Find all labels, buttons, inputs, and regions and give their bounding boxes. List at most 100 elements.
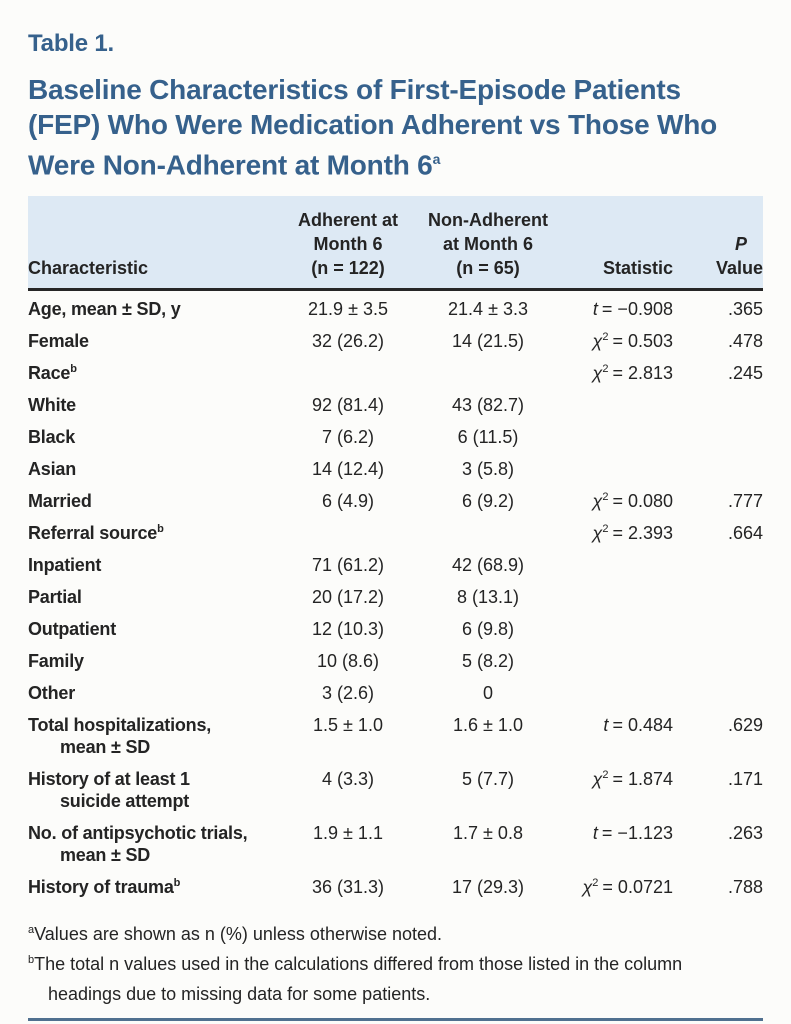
characteristic-cell: Asian [28,459,77,480]
pvalue-cell: .245 [727,363,763,384]
characteristic-cell: No. of antipsychotic trials, mean ± SD [28,823,248,866]
table-row: Female 32 (26.2) 14 (21.5) χ2 = 0.503 .47… [28,325,763,357]
column-header-adherent: Adherent at Month 6 (n = 122) [297,210,398,279]
adherent-cell: 6 (4.9) [321,491,375,512]
table-row: Black 7 (6.2) 6 (11.5) [28,421,763,453]
adherent-cell: 36 (31.3) [311,877,385,898]
statistic-cell: χ2 = 0.080 [592,491,673,512]
nonadherent-cell: 0 [482,683,493,704]
characteristic-cell: White [28,395,76,416]
footnote-a-marker: a [28,924,35,937]
statistic-cell: t = 0.484 [603,715,673,736]
nonadherent-cell: 17 (29.3) [451,877,525,898]
table-row: Asian 14 (12.4) 3 (5.8) [28,453,763,485]
footnote-a: aValues are shown as n (%) unless otherw… [28,924,443,945]
statistic-cell: χ2 = 0.0721 [582,877,673,898]
footnote-b-marker: b [28,954,35,967]
adherent-cell: 1.5 ± 1.0 [313,715,383,736]
table-row: Family 10 (8.6) 5 (8.2) [28,645,763,677]
table-title: Baseline Characteristics of First-Episod… [28,72,740,182]
table-row: Total hospitalizations, mean ± SD 1.5 ± 1… [28,709,763,763]
table-row: Other 3 (2.6) 0 [28,677,763,709]
characteristic-cell: Black [28,427,76,448]
nonadherent-cell: 8 (13.1) [456,587,520,608]
table-row: No. of antipsychotic trials, mean ± SD 1.… [28,817,763,871]
statistic-cell: χ2 = 1.874 [592,769,673,790]
adherent-cell: 10 (8.6) [316,651,380,672]
pvalue-cell: .664 [727,523,763,544]
table-row: History of traumab 36 (31.3) 17 (29.3) χ… [28,871,763,903]
pvalue-cell: .629 [727,715,763,736]
nonadherent-cell: 1.7 ± 0.8 [453,823,523,844]
statistic-cell: χ2 = 2.393 [592,523,673,544]
characteristic-cell: History of traumab [28,877,181,898]
adherent-cell: 20 (17.2) [311,587,385,608]
column-header-statistic: Statistic [602,258,673,279]
footnote-b: bThe total n values used in the calculat… [28,954,683,1005]
baseline-characteristics-table: Characteristic Adherent at Month 6 (n = … [28,196,763,903]
table-row: Partial 20 (17.2) 8 (13.1) [28,581,763,613]
statistic-cell: t = −1.123 [592,823,673,844]
statistic-cell: χ2 = 2.813 [592,363,673,384]
table-row: Referral sourceb χ2 = 2.393 .664 [28,517,763,549]
characteristic-cell: Married [28,491,92,512]
nonadherent-cell: 1.6 ± 1.0 [453,715,523,736]
nonadherent-cell: 6 (9.8) [461,619,515,640]
characteristic-cell: Outpatient [28,619,116,640]
characteristic-cell: Other [28,683,76,704]
adherent-cell: 12 (10.3) [311,619,385,640]
table-title-footnote-marker: a [432,151,441,167]
column-header-pvalue: P Value [715,234,763,279]
pvalue-cell: .788 [727,877,763,898]
characteristic-cell: Age, mean ± SD, y [28,299,181,320]
pvalue-cell: .777 [727,491,763,512]
pvalue-cell: .478 [727,331,763,352]
table-header-row: Characteristic Adherent at Month 6 (n = … [28,196,763,292]
nonadherent-cell: 5 (8.2) [461,651,515,672]
bottom-divider [28,1018,763,1022]
table-row: Raceb χ2 = 2.813 .245 [28,357,763,389]
adherent-cell: 21.9 ± 3.5 [308,299,388,320]
table-row: Outpatient 12 (10.3) 6 (9.8) [28,613,763,645]
pvalue-cell: .263 [727,823,763,844]
adherent-cell: 3 (2.6) [321,683,375,704]
adherent-cell: 4 (3.3) [321,769,375,790]
table-row: Age, mean ± SD, y 21.9 ± 3.5 21.4 ± 3.3 … [28,293,763,325]
table-row: History of at least 1 suicide attempt 4 (… [28,763,763,817]
column-header-nonadherent: Non-Adherent at Month 6 (n = 65) [428,210,548,279]
characteristic-cell: History of at least 1 suicide attempt [28,769,190,812]
table-row: Married 6 (4.9) 6 (9.2) χ2 = 0.080 .777 [28,485,763,517]
nonadherent-cell: 6 (9.2) [461,491,515,512]
nonadherent-cell: 6 (11.5) [457,427,519,448]
statistic-cell: χ2 = 0.503 [592,331,673,352]
characteristic-cell: Partial [28,587,82,608]
adherent-cell: 7 (6.2) [321,427,375,448]
table-row: Inpatient 71 (61.2) 42 (68.9) [28,549,763,581]
nonadherent-cell: 42 (68.9) [451,555,525,576]
pvalue-cell: .171 [727,769,763,790]
characteristic-cell: Family [28,651,84,672]
table-footnotes: aValues are shown as n (%) unless otherw… [28,919,720,1009]
nonadherent-cell: 21.4 ± 3.3 [448,299,528,320]
nonadherent-cell: 43 (82.7) [451,395,525,416]
nonadherent-cell: 3 (5.8) [461,459,515,480]
characteristic-cell: Total hospitalizations, mean ± SD [28,715,212,758]
characteristic-cell: Referral sourceb [28,523,164,544]
pvalue-cell: .365 [727,299,763,320]
characteristic-cell: Raceb [28,363,77,384]
nonadherent-cell: 14 (21.5) [451,331,525,352]
table-number: Table 1. [28,30,114,57]
adherent-cell: 32 (26.2) [311,331,385,352]
characteristic-cell: Inpatient [28,555,102,576]
adherent-cell: 1.9 ± 1.1 [313,823,383,844]
adherent-cell: 14 (12.4) [311,459,385,480]
table-row: White 92 (81.4) 43 (82.7) [28,389,763,421]
statistic-cell: t = −0.908 [592,299,673,320]
table-body: Age, mean ± SD, y 21.9 ± 3.5 21.4 ± 3.3 … [28,291,763,903]
adherent-cell: 71 (61.2) [311,555,385,576]
table-title-text: Baseline Characteristics of First-Episod… [28,74,718,181]
nonadherent-cell: 5 (7.7) [461,769,515,790]
adherent-cell: 92 (81.4) [311,395,385,416]
characteristic-cell: Female [28,331,89,352]
